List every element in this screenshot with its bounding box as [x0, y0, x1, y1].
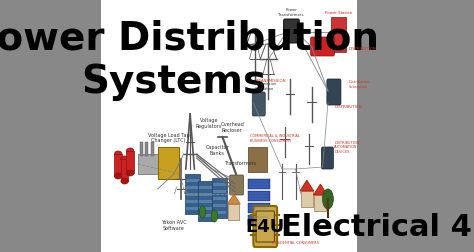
- Text: Power Distribution: Power Distribution: [0, 19, 379, 57]
- Text: DISTRIBUTION: DISTRIBUTION: [348, 47, 376, 51]
- Bar: [247, 0, 357, 252]
- Text: Capacitor
Banks: Capacitor Banks: [205, 145, 229, 155]
- Text: DISTRIBUTION
AUTOMATION
DEVICES: DISTRIBUTION AUTOMATION DEVICES: [335, 140, 359, 153]
- Bar: [126, 151, 134, 173]
- FancyBboxPatch shape: [252, 93, 265, 116]
- FancyBboxPatch shape: [229, 175, 244, 195]
- Bar: [186, 200, 199, 203]
- Text: COMMERCIAL & INDUSTRIAL
BUSINESS CONSUMERS: COMMERCIAL & INDUSTRIAL BUSINESS CONSUME…: [249, 134, 300, 142]
- Text: DISTRIBUTION: DISTRIBUTION: [335, 105, 362, 109]
- Bar: [114, 154, 122, 176]
- Bar: [186, 179, 199, 182]
- Ellipse shape: [121, 156, 128, 162]
- Text: Voltage Load Tap
Changer (LTC): Voltage Load Tap Changer (LTC): [147, 132, 189, 143]
- Bar: [140, 142, 143, 156]
- Bar: [145, 142, 148, 156]
- Ellipse shape: [126, 170, 134, 176]
- Polygon shape: [228, 194, 240, 204]
- Text: Systems: Systems: [82, 63, 266, 101]
- Text: Yokon AVC
Software: Yokon AVC Software: [161, 219, 187, 230]
- FancyBboxPatch shape: [158, 147, 179, 179]
- FancyBboxPatch shape: [283, 20, 299, 44]
- Text: Transmission
Substation: Transmission Substation: [253, 82, 276, 91]
- Bar: [199, 207, 212, 210]
- Ellipse shape: [126, 148, 134, 154]
- Bar: [186, 193, 199, 196]
- Circle shape: [322, 189, 333, 209]
- Bar: [199, 214, 212, 217]
- Circle shape: [199, 206, 206, 218]
- Bar: [151, 142, 154, 156]
- Bar: [101, 0, 247, 252]
- Bar: [186, 186, 199, 189]
- Text: TRANSMISSION: TRANSMISSION: [256, 79, 285, 83]
- Bar: [213, 183, 226, 186]
- Bar: [213, 204, 226, 207]
- Ellipse shape: [114, 173, 122, 179]
- Text: Power
Transformers: Power Transformers: [278, 8, 304, 17]
- Text: Electrical 4 U: Electrical 4 U: [281, 212, 474, 241]
- Bar: [199, 200, 212, 203]
- Bar: [248, 215, 270, 225]
- FancyBboxPatch shape: [198, 181, 213, 221]
- Text: Power Station: Power Station: [325, 11, 352, 15]
- Text: E4U: E4U: [246, 218, 285, 236]
- FancyBboxPatch shape: [212, 178, 227, 218]
- Polygon shape: [313, 184, 328, 195]
- Ellipse shape: [121, 178, 128, 184]
- FancyBboxPatch shape: [253, 206, 277, 247]
- Circle shape: [211, 210, 218, 222]
- Polygon shape: [137, 154, 160, 174]
- Text: Voltage
Regulators: Voltage Regulators: [196, 118, 222, 129]
- Bar: [248, 179, 270, 189]
- Text: Overhead
Recloser: Overhead Recloser: [220, 122, 244, 133]
- FancyBboxPatch shape: [310, 38, 335, 57]
- Bar: [199, 186, 212, 189]
- Bar: [248, 191, 270, 201]
- Text: Transformers: Transformers: [224, 160, 256, 165]
- Bar: [301, 191, 313, 207]
- Bar: [228, 204, 239, 220]
- Text: RESIDENTIAL CONSUMERS: RESIDENTIAL CONSUMERS: [272, 240, 319, 244]
- Bar: [186, 207, 199, 210]
- Bar: [314, 195, 326, 211]
- FancyBboxPatch shape: [248, 147, 267, 172]
- FancyBboxPatch shape: [185, 174, 200, 214]
- Bar: [213, 211, 226, 214]
- FancyBboxPatch shape: [327, 80, 341, 106]
- Text: Distribution
Substation: Distribution Substation: [348, 80, 370, 89]
- Ellipse shape: [114, 151, 122, 158]
- FancyBboxPatch shape: [321, 147, 333, 169]
- Bar: [213, 190, 226, 193]
- FancyBboxPatch shape: [331, 18, 346, 53]
- Bar: [199, 193, 212, 196]
- Bar: [213, 197, 226, 200]
- Bar: [121, 159, 128, 181]
- Polygon shape: [300, 180, 314, 191]
- Bar: [248, 203, 270, 213]
